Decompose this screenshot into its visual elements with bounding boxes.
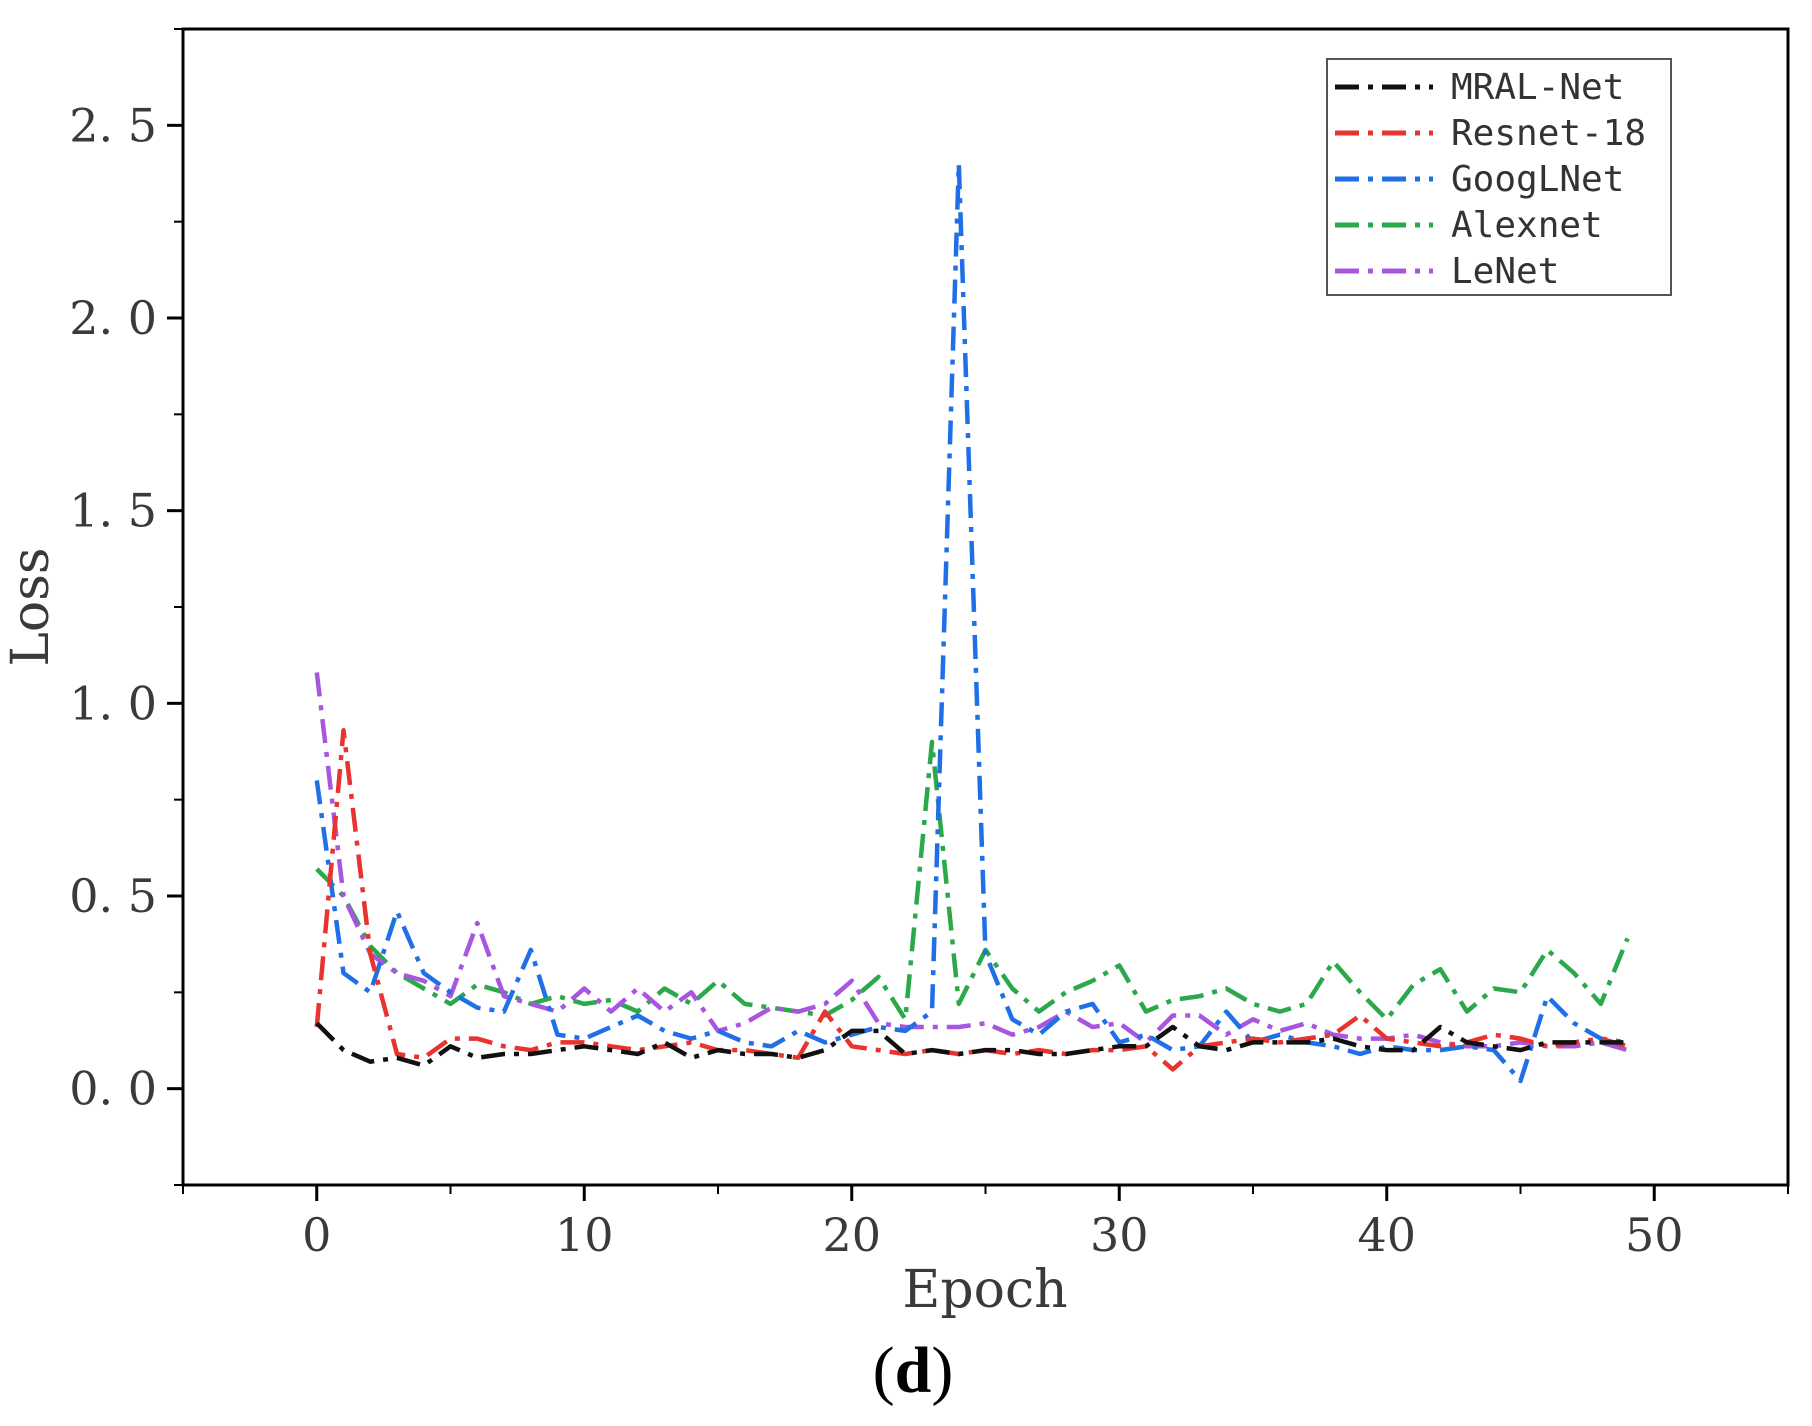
legend-label: LeNet: [1451, 251, 1559, 292]
y-tick-label: 0. 5: [69, 869, 157, 923]
legend-label: Alexnet: [1451, 205, 1603, 246]
legend-label: Resnet-18: [1451, 113, 1646, 154]
series-line-mral-net: [315, 1021, 1628, 1068]
x-tick-label: 30: [1090, 1208, 1149, 1262]
legend-item: LeNet: [1335, 251, 1559, 292]
series-line-googlnet: [314, 161, 1628, 1084]
legend-label: GoogLNet: [1451, 159, 1624, 200]
x-tick-label: 20: [822, 1208, 881, 1262]
x-tick-label: 40: [1357, 1208, 1416, 1262]
y-tick-label: 1. 0: [69, 676, 157, 730]
x-axis-title: Epoch: [902, 1260, 1067, 1320]
x-tick-label: 10: [555, 1208, 614, 1262]
y-tick-label: 0. 0: [69, 1062, 157, 1116]
series-line-lenet: [314, 672, 1629, 1053]
ticks-layer: 0 10 20 30 40 50 0. 0 0. 5 1. 0 1. 5 2. 0 2. 5: [69, 28, 1789, 1262]
y-tick-label: 2. 0: [69, 291, 157, 345]
panel-label-letter: d: [895, 1334, 932, 1407]
x-tick-label: 50: [1625, 1208, 1684, 1262]
legend-item: GoogLNet: [1335, 159, 1624, 200]
panel-label-close: ): [931, 1334, 953, 1407]
legend-items: MRAL-Net Resnet-18 GoogLNet Alexnet LeNet: [1335, 67, 1646, 292]
legend-item: MRAL-Net: [1335, 67, 1624, 108]
panel-label: (d): [873, 1334, 954, 1407]
panel-label-open: (: [873, 1334, 895, 1407]
x-tick-label: 0: [302, 1208, 331, 1262]
legend-item: Alexnet: [1335, 205, 1603, 246]
series-layer: [314, 161, 1630, 1084]
series-line-resnet-18: [314, 728, 1629, 1072]
series-line-alexnet: [315, 739, 1630, 1022]
legend-label: MRAL-Net: [1451, 67, 1624, 108]
y-axis-title: Loss: [1, 547, 61, 666]
y-tick-label: 2. 5: [69, 98, 157, 152]
y-tick-label: 1. 5: [69, 484, 157, 538]
legend-item: Resnet-18: [1335, 113, 1646, 154]
legend: MRAL-Net Resnet-18 GoogLNet Alexnet LeNet: [1326, 58, 1672, 296]
